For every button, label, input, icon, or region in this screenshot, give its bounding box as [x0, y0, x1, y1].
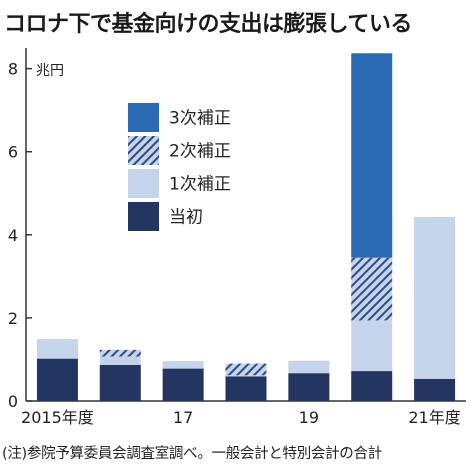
x-tick-label: 21年度: [408, 408, 460, 427]
y-axis-unit-label: 兆円: [36, 63, 64, 79]
bar-segment-supp1: [225, 375, 267, 377]
x-tick-label: 17: [173, 408, 193, 427]
bar-segment-initial: [162, 368, 204, 401]
bar-segment-supp1: [99, 356, 141, 365]
x-tick-label: 2015年度: [21, 408, 94, 427]
bar-segment-initial: [351, 371, 393, 401]
legend-swatch-supp2: [128, 136, 159, 165]
bar-segment-supp3: [351, 53, 393, 258]
legend-label-supp3: 3次補正: [169, 109, 231, 129]
bars: [36, 53, 456, 401]
y-tick-label: 0: [8, 392, 18, 411]
bar-segment-initial: [99, 364, 141, 401]
y-tick-label: 4: [8, 226, 18, 245]
bar-segment-supp1: [351, 320, 393, 372]
bar-segment-supp1: [288, 360, 330, 374]
bar-segment-supp1: [162, 361, 204, 369]
legend-swatch-initial: [128, 202, 159, 231]
legend-swatch-supp1: [128, 169, 159, 198]
x-tick-label: 19: [299, 408, 319, 427]
legend-swatch-supp3: [128, 103, 159, 132]
bar-segment-supp2: [99, 349, 141, 357]
bar-segment-initial: [36, 358, 78, 401]
bar-segment-supp2: [225, 363, 267, 376]
chart-title: コロナ下で基金向けの支出は膨張している: [4, 12, 412, 37]
y-tick-label: 8: [8, 60, 18, 79]
bar-segment-supp2: [351, 257, 393, 321]
bar-segment-initial: [225, 376, 267, 401]
legend-label-initial: 当初: [169, 208, 203, 228]
bar-segment-supp1: [414, 216, 456, 379]
bar-segment-initial: [414, 378, 456, 401]
bar-segment-initial: [288, 373, 330, 401]
y-tick-label: 6: [8, 143, 18, 162]
source-note: (注)参院予算委員会調査室調べ。一般会計と特別会計の合計: [2, 446, 382, 462]
y-tick-label: 2: [8, 309, 18, 328]
legend-label-supp1: 1次補正: [169, 175, 231, 195]
legend-label-supp2: 2次補正: [169, 142, 231, 162]
bar-segment-supp1: [36, 339, 78, 359]
